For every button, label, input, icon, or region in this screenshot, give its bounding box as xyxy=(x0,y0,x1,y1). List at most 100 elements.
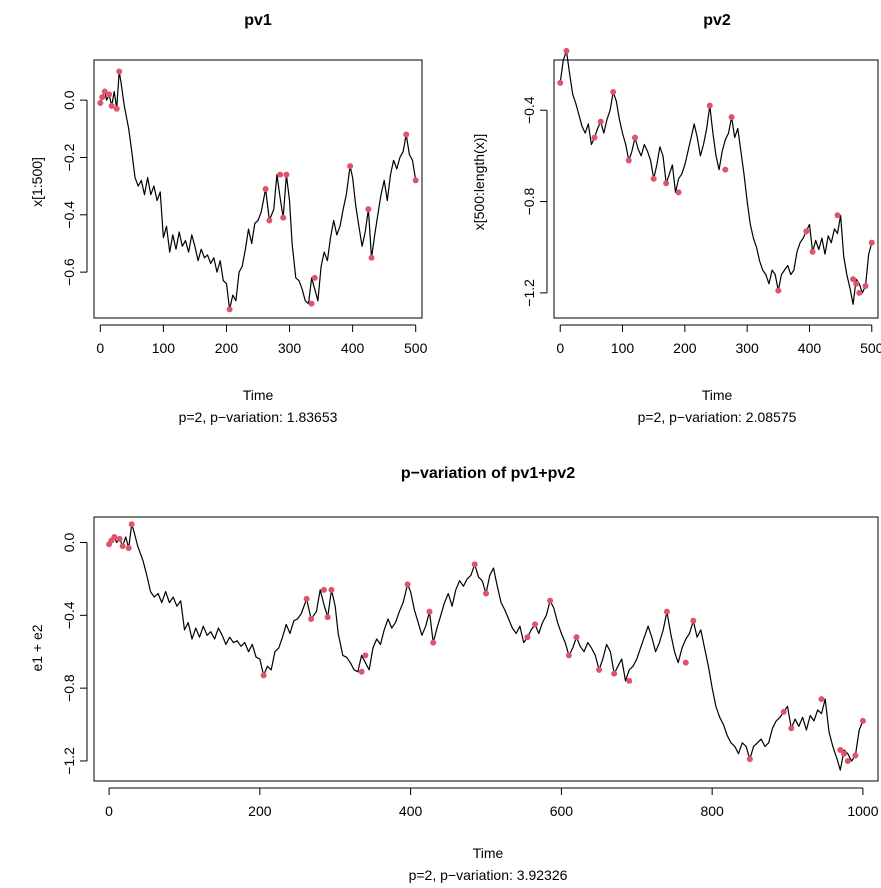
p-variation-point xyxy=(113,105,120,112)
p-variation-point xyxy=(483,590,489,597)
p-variation-point xyxy=(358,668,365,675)
p-variation-point xyxy=(728,114,735,121)
panel-pv2: pv2 Time p=2, p−variation: 2.08575 x[500… xyxy=(471,12,881,425)
p-variation-point xyxy=(573,634,580,641)
x-axis-sublabel: p=2, p−variation: 3.92326 xyxy=(409,867,568,883)
p-variation-point xyxy=(308,615,315,622)
p-variation-point xyxy=(850,276,857,283)
x-tick-label: 100 xyxy=(152,340,176,356)
x-tick-label: 200 xyxy=(215,340,239,356)
p-variation-point xyxy=(597,118,604,125)
p-variation-point xyxy=(722,166,729,173)
p-variation-point xyxy=(663,180,670,187)
x-tick-label: 600 xyxy=(550,803,574,819)
y-tick-label: −1.2 xyxy=(521,279,537,307)
series-line xyxy=(108,523,864,771)
p-variation-point xyxy=(116,535,123,542)
p-variation-point xyxy=(862,283,869,290)
x-tick-label: 200 xyxy=(248,803,272,819)
p-variation-point xyxy=(368,254,375,261)
x-tick-label: 0 xyxy=(105,803,113,819)
p-variation-point xyxy=(283,171,290,178)
plot-frame xyxy=(553,59,879,319)
p-variation-point xyxy=(690,617,697,624)
y-axis-label: x[500:length(x)] xyxy=(471,134,487,231)
p-variation-point xyxy=(101,88,108,95)
p-variation-point xyxy=(563,47,570,54)
p-variation-point xyxy=(547,597,554,604)
y-tick-label: 0.0 xyxy=(61,533,77,553)
x-tick-label: 300 xyxy=(278,340,302,356)
chart-title: p−variation of pv1+pv2 xyxy=(401,465,575,482)
p-variation-point xyxy=(853,280,860,287)
x-tick-label: 0 xyxy=(96,340,104,356)
p-variation-point xyxy=(125,544,132,551)
p-variation-point xyxy=(809,248,816,255)
y-tick-label: −0.8 xyxy=(61,674,77,702)
p-variation-point xyxy=(788,725,795,732)
p-variation-point xyxy=(834,212,841,219)
p-variation-point xyxy=(852,752,859,759)
x-axis-sublabel: p=2, p−variation: 1.83653 xyxy=(179,409,338,425)
x-axis-sublabel: p=2, p−variation: 2.08575 xyxy=(638,409,797,425)
p-variation-point xyxy=(675,189,682,196)
p-variation-point xyxy=(365,206,372,213)
p-variation-point xyxy=(818,696,825,703)
p-variation-point xyxy=(746,756,753,763)
x-axis-label: Time xyxy=(473,845,504,861)
x-tick-label: 500 xyxy=(860,340,881,356)
x-axis-label: Time xyxy=(702,387,733,403)
p-variation-point xyxy=(426,608,433,615)
p-variation-point xyxy=(266,217,273,224)
p-variation-point xyxy=(868,239,875,246)
p-variation-point xyxy=(775,287,782,294)
y-tick-label: −0.6 xyxy=(61,258,77,286)
y-tick-label: 0.0 xyxy=(61,90,77,110)
x-tick-label: 400 xyxy=(399,803,423,819)
y-tick-label: −0.8 xyxy=(521,188,537,216)
chart-title: pv1 xyxy=(244,12,272,29)
p-variation-point xyxy=(280,214,287,221)
p-variation-point xyxy=(626,677,633,684)
x-tick-label: 400 xyxy=(341,340,365,356)
p-variation-point xyxy=(111,534,118,541)
chart-title: pv2 xyxy=(703,12,731,29)
plot-frame xyxy=(93,59,423,319)
p-variation-point xyxy=(471,561,478,568)
p-variation-point xyxy=(611,670,618,677)
p-variation-point xyxy=(780,708,787,715)
x-tick-label: 0 xyxy=(556,340,564,356)
p-variation-point xyxy=(119,543,126,550)
y-tick-label: −0.4 xyxy=(521,96,537,124)
x-tick-label: 400 xyxy=(798,340,822,356)
y-axis-label: e1 + e2 xyxy=(29,624,45,671)
p-variation-point xyxy=(260,672,267,679)
p-variation-point xyxy=(404,581,411,588)
p-variation-point xyxy=(311,274,318,281)
p-variation-point xyxy=(226,306,233,313)
p-variation-point xyxy=(844,757,851,764)
p-variation-point xyxy=(324,614,331,621)
p-variation-point xyxy=(116,68,123,75)
p-variation-point xyxy=(856,289,863,296)
x-tick-label: 100 xyxy=(611,340,635,356)
y-tick-label: −1.2 xyxy=(61,747,77,775)
series-line xyxy=(559,50,873,305)
p-variation-point xyxy=(841,750,848,757)
p-variation-point xyxy=(328,586,335,593)
p-variation-point xyxy=(625,157,632,164)
y-tick-label: −0.2 xyxy=(61,143,77,171)
p-variation-point xyxy=(706,102,713,109)
x-tick-label: 1000 xyxy=(847,803,878,819)
p-variation-point xyxy=(610,88,617,95)
p-variation-point xyxy=(650,175,657,182)
p-variation-point xyxy=(430,639,437,646)
p-variation-point xyxy=(524,634,531,641)
p-variation-point xyxy=(303,595,310,602)
p-variation-point xyxy=(347,163,354,170)
p-variation-point xyxy=(557,79,564,86)
p-variation-point xyxy=(308,300,315,307)
p-variation-point xyxy=(682,659,689,666)
plot-frame xyxy=(93,516,879,782)
p-variation-point xyxy=(262,186,269,192)
